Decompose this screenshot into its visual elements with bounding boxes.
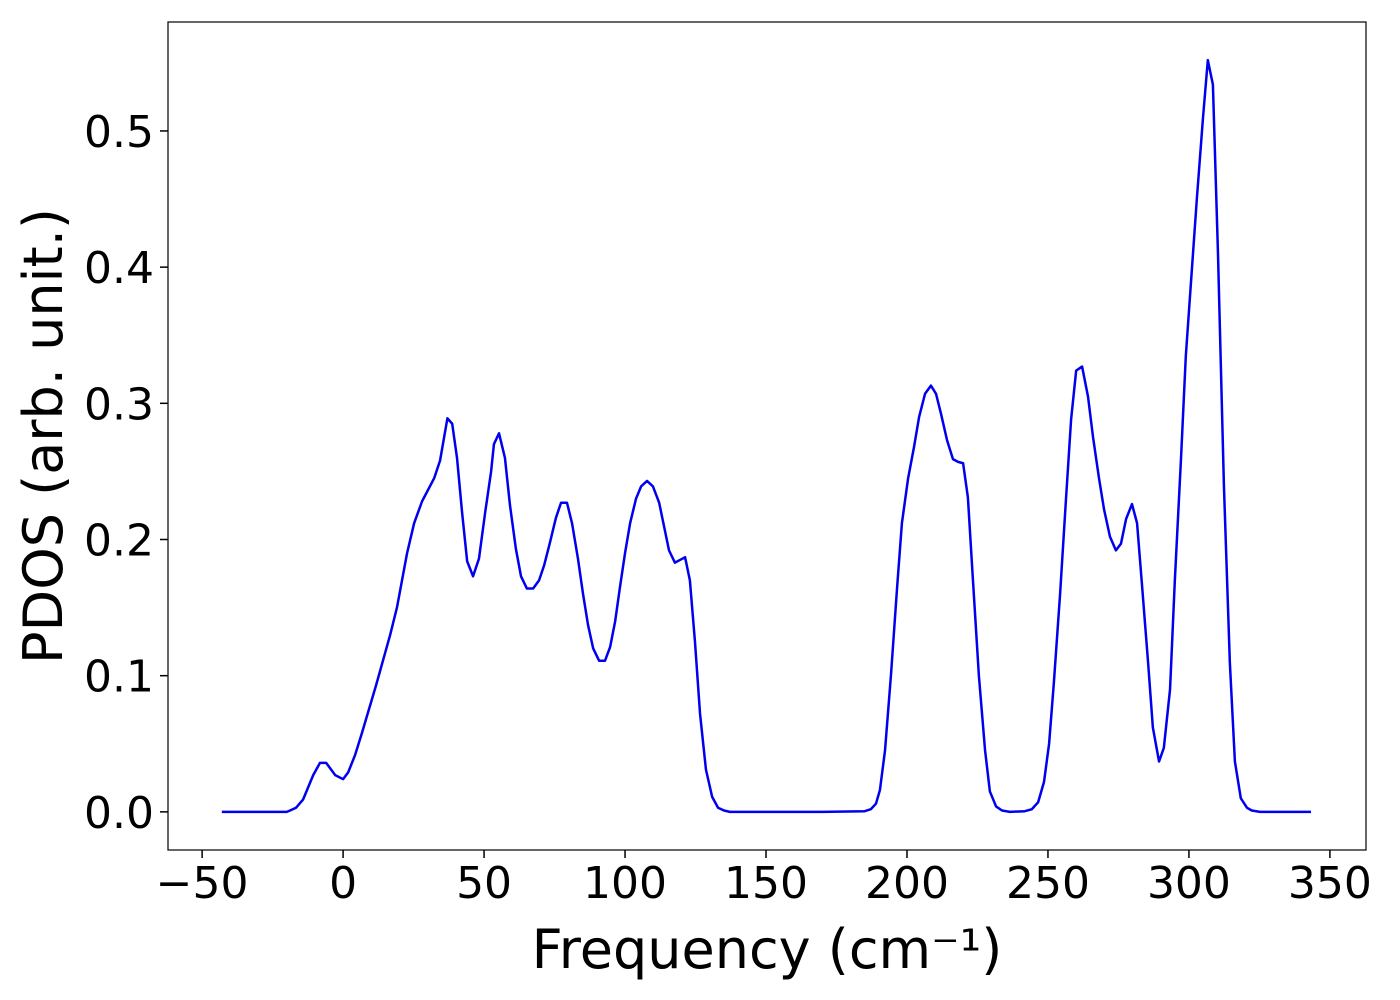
x-tick-label: 0 xyxy=(329,858,357,909)
x-tick-label: 150 xyxy=(724,858,808,909)
x-axis-label: Frequency (cm⁻¹) xyxy=(532,918,1003,981)
x-tick-label: 300 xyxy=(1147,858,1231,909)
y-tick-label: 0.2 xyxy=(84,516,154,567)
data-line xyxy=(221,58,1312,814)
y-tick-label: 0.4 xyxy=(84,243,154,294)
x-tick-label: −50 xyxy=(156,858,249,909)
x-tick-label: 200 xyxy=(865,858,949,909)
y-tick-label: 0.1 xyxy=(84,652,154,703)
y-tick-label: 0.3 xyxy=(84,379,154,430)
x-tick-label: 100 xyxy=(583,858,667,909)
y-axis-label: PDOS (arb. unit.) xyxy=(12,208,75,664)
x-tick-label: 50 xyxy=(456,858,512,909)
x-tick-label: 350 xyxy=(1288,858,1372,909)
y-tick-label: 0.5 xyxy=(84,107,154,158)
x-tick-label: 250 xyxy=(1006,858,1090,909)
y-tick-label: 0.0 xyxy=(84,788,154,839)
plot-frame xyxy=(167,21,1367,851)
